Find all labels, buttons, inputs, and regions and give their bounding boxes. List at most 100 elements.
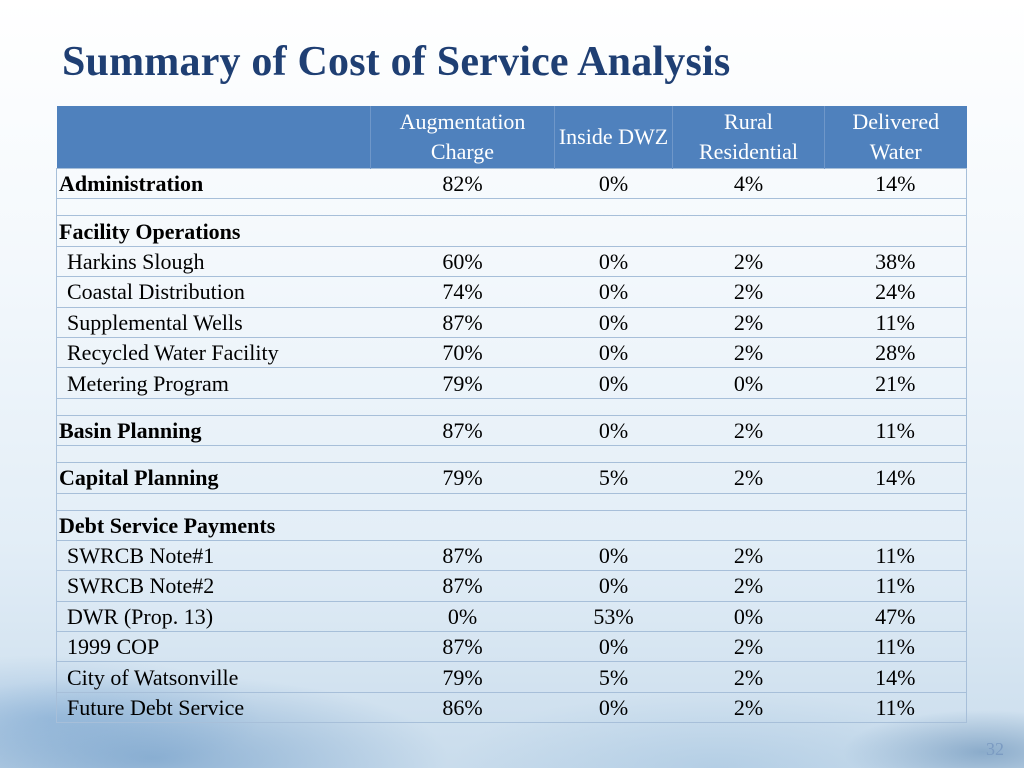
row-value: 11% xyxy=(824,306,967,338)
cost-table: Augmentation Charge Inside DWZ Rural Res… xyxy=(56,106,967,723)
row-value: 11% xyxy=(824,539,967,571)
row-value: 5% xyxy=(554,661,673,693)
row-value: 11% xyxy=(824,691,967,723)
row-label: Capital Planning xyxy=(56,462,371,494)
table-row: Basin Planning 87% 0% 2% 11% xyxy=(56,414,967,446)
row-value: 87% xyxy=(370,539,555,571)
header-rural-residential: Rural Residential xyxy=(672,106,825,169)
header-inside-dwz: Inside DWZ xyxy=(554,106,673,169)
table-row: 1999 COP 87% 0% 2% 11% xyxy=(56,631,967,662)
spacer-cell xyxy=(672,445,825,463)
row-value: 0% xyxy=(554,631,673,662)
spacer-row xyxy=(56,198,967,216)
row-value: 87% xyxy=(370,414,555,446)
row-label: DWR (Prop. 13) xyxy=(56,600,371,632)
spacer-cell xyxy=(554,445,673,463)
spacer-row xyxy=(56,445,967,463)
row-value: 2% xyxy=(672,306,825,338)
row-value: 53% xyxy=(554,600,673,632)
row-value: 0% xyxy=(370,600,555,632)
spacer-cell xyxy=(672,492,825,511)
row-value: 0% xyxy=(554,570,673,602)
table-row: City of Watsonville 79% 5% 2% 14% xyxy=(56,661,967,693)
row-value: 4% xyxy=(672,167,825,199)
spacer-cell xyxy=(370,445,555,463)
row-value: 11% xyxy=(824,631,967,662)
row-label: Harkins Slough xyxy=(56,245,371,277)
spacer-cell xyxy=(56,445,371,463)
row-value: 2% xyxy=(672,276,825,308)
row-value: 79% xyxy=(370,367,555,399)
spacer-cell xyxy=(56,397,371,416)
table-row: Facility Operations xyxy=(56,215,967,247)
row-value: 0% xyxy=(554,539,673,571)
row-label: Facility Operations xyxy=(56,215,371,247)
row-value: 2% xyxy=(672,570,825,602)
row-label: Debt Service Payments xyxy=(56,509,371,541)
row-value: 2% xyxy=(672,691,825,723)
row-value: 5% xyxy=(554,462,673,494)
spacer-row xyxy=(56,492,967,511)
row-value: 0% xyxy=(672,600,825,632)
table-row: Harkins Slough 60% 0% 2% 38% xyxy=(56,245,967,277)
spacer-cell xyxy=(672,198,825,216)
header-label xyxy=(56,106,371,169)
row-value: 47% xyxy=(824,600,967,632)
spacer-cell xyxy=(56,198,371,216)
row-value: 24% xyxy=(824,276,967,308)
table-row: Future Debt Service 86% 0% 2% 11% xyxy=(56,691,967,723)
row-value: 2% xyxy=(672,414,825,446)
table-row: Debt Service Payments xyxy=(56,509,967,541)
row-value: 74% xyxy=(370,276,555,308)
row-value: 2% xyxy=(672,661,825,693)
row-value: 0% xyxy=(554,367,673,399)
row-value: 2% xyxy=(672,336,825,368)
spacer-cell xyxy=(824,445,967,463)
table-row: Recycled Water Facility 70% 0% 2% 28% xyxy=(56,336,967,368)
table-row: DWR (Prop. 13) 0% 53% 0% 47% xyxy=(56,600,967,632)
spacer-row xyxy=(56,397,967,416)
row-value: 0% xyxy=(554,306,673,338)
spacer-cell xyxy=(824,492,967,511)
row-value: 2% xyxy=(672,539,825,571)
row-label: Coastal Distribution xyxy=(56,276,371,308)
row-value: 14% xyxy=(824,167,967,199)
table-row: SWRCB Note#1 87% 0% 2% 11% xyxy=(56,539,967,571)
spacer-cell xyxy=(554,198,673,216)
row-value: 38% xyxy=(824,245,967,277)
row-value: 79% xyxy=(370,462,555,494)
row-value xyxy=(672,215,825,247)
row-label: SWRCB Note#2 xyxy=(56,570,371,602)
spacer-cell xyxy=(370,198,555,216)
table-row: Supplemental Wells 87% 0% 2% 11% xyxy=(56,306,967,338)
row-value: 2% xyxy=(672,462,825,494)
row-value: 87% xyxy=(370,570,555,602)
row-value xyxy=(824,509,967,541)
row-value: 14% xyxy=(824,661,967,693)
row-value: 0% xyxy=(672,367,825,399)
row-value: 11% xyxy=(824,570,967,602)
header-delivered-water: Delivered Water xyxy=(824,106,967,169)
row-label: Recycled Water Facility xyxy=(56,336,371,368)
row-value: 0% xyxy=(554,245,673,277)
spacer-cell xyxy=(672,397,825,416)
row-value: 87% xyxy=(370,306,555,338)
row-value: 0% xyxy=(554,167,673,199)
row-value: 0% xyxy=(554,336,673,368)
row-value: 14% xyxy=(824,462,967,494)
row-value xyxy=(370,509,555,541)
spacer-cell xyxy=(824,397,967,416)
page-title: Summary of Cost of Service Analysis xyxy=(62,39,731,85)
row-value: 82% xyxy=(370,167,555,199)
table-body: Administration 82% 0% 4% 14% Facility Operati… xyxy=(56,167,967,723)
slide-number: 32 xyxy=(986,739,1004,759)
row-value: 0% xyxy=(554,691,673,723)
row-value xyxy=(554,215,673,247)
spacer-cell xyxy=(554,492,673,511)
row-value xyxy=(672,509,825,541)
row-value: 87% xyxy=(370,631,555,662)
row-label: 1999 COP xyxy=(56,631,371,662)
header-augmentation-charge: Augmentation Charge xyxy=(370,106,555,169)
table-row: Metering Program 79% 0% 0% 21% xyxy=(56,367,967,399)
table-header-row: Augmentation Charge Inside DWZ Rural Res… xyxy=(56,106,967,169)
